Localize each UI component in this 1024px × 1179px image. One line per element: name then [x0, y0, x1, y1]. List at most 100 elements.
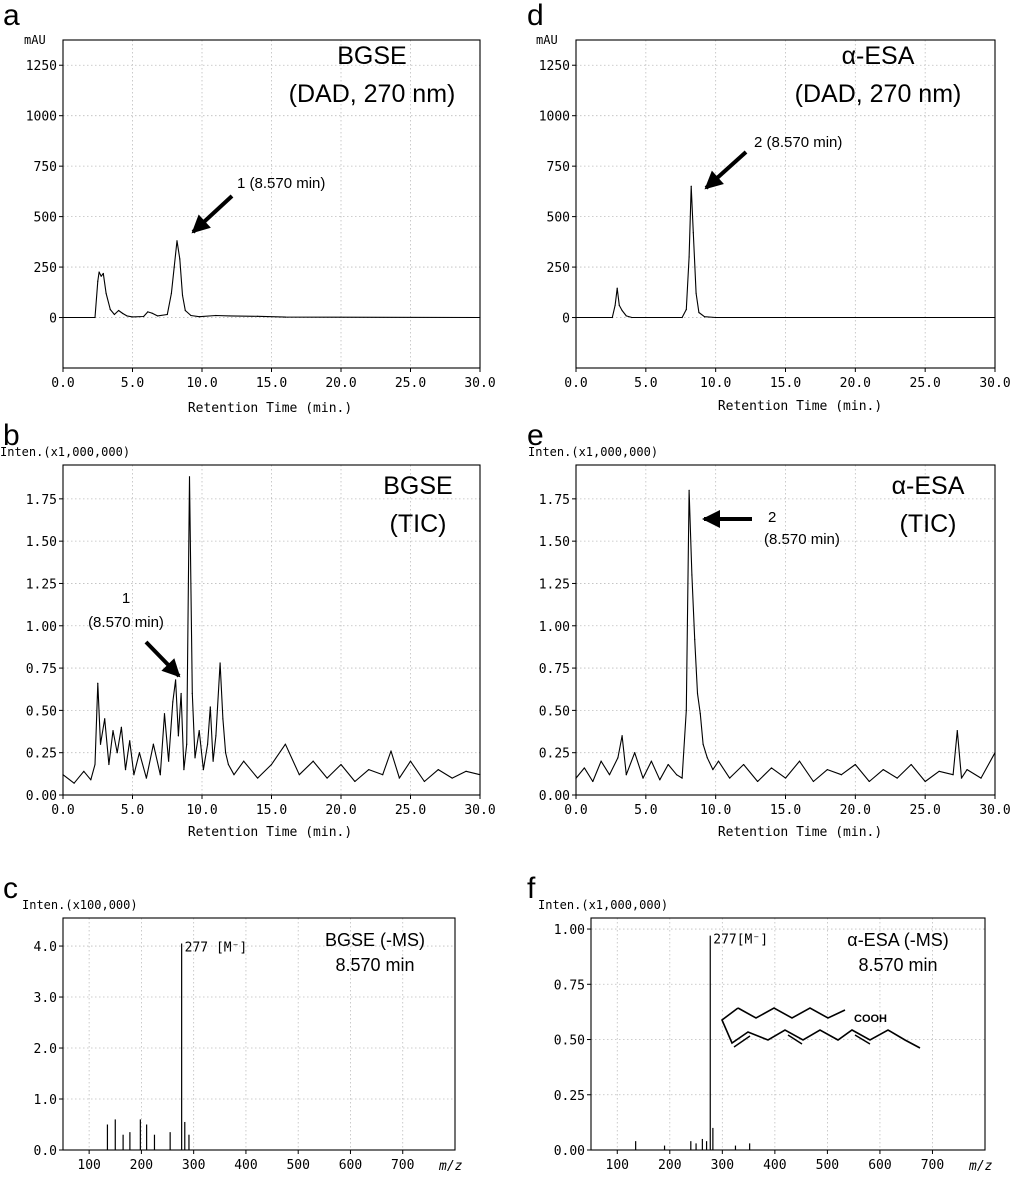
x-tick-label: 15.0	[256, 803, 287, 818]
data-point	[696, 692, 699, 695]
data-point	[109, 308, 111, 311]
chart-title-line: (DAD, 270 nm)	[289, 80, 456, 108]
data-point	[122, 312, 124, 315]
data-point	[938, 770, 940, 772]
plot-frame	[590, 917, 986, 1151]
data-point	[694, 638, 696, 640]
data-point	[143, 315, 145, 318]
data-point	[270, 763, 273, 766]
y-tick-label: 2.0	[34, 1042, 57, 1057]
data-point	[206, 743, 209, 745]
data-point	[600, 760, 602, 762]
data-point	[390, 750, 392, 752]
x-tick-label: 400	[763, 1158, 786, 1173]
x-tick-label: 0.0	[51, 803, 74, 818]
peak-annotation: 1 (8.570 min)	[237, 175, 325, 192]
molecule-double-bond	[787, 1034, 803, 1045]
x-tick-label: 30.0	[464, 376, 495, 391]
data-point	[120, 726, 122, 728]
x-tick-label: 25.0	[395, 376, 426, 391]
data-point	[398, 777, 400, 779]
data-point	[784, 777, 787, 779]
molecule-double-bond	[733, 1035, 751, 1048]
y-tick-label: 1.00	[554, 923, 585, 938]
data-point	[133, 774, 135, 776]
chart-title-line: BGSE	[383, 472, 452, 500]
y-tick-label: 1000	[26, 110, 57, 125]
y-tick-label: 0.25	[26, 747, 57, 762]
chart-title-line: BGSE (-MS)	[325, 930, 425, 950]
data-point	[688, 256, 690, 258]
data-point	[368, 769, 370, 771]
data-point	[215, 735, 217, 737]
data-point	[113, 313, 116, 316]
y-tick-label: 500	[547, 211, 570, 226]
x-tick-label: 400	[234, 1158, 257, 1173]
peak-annotation: (8.570 min)	[764, 531, 840, 548]
y-tick-label: 3.0	[34, 991, 57, 1006]
chart-title-line: (TIC)	[390, 510, 447, 538]
x-tick-label: 25.0	[910, 376, 941, 391]
y-tick-label: 1.75	[26, 493, 57, 508]
chart-title-line: (TIC)	[900, 510, 957, 538]
data-point	[116, 752, 118, 754]
y-tick-label: 1250	[26, 59, 57, 74]
y-axis-label: Inten.(x100,000)	[22, 898, 138, 912]
x-tick-label: 25.0	[910, 803, 941, 818]
data-point	[956, 730, 958, 732]
y-tick-label: 1.25	[26, 577, 57, 592]
x-tick-label: 15.0	[770, 376, 801, 391]
y-axis-label: mAU	[536, 33, 558, 47]
data-point	[173, 266, 175, 268]
data-point	[227, 763, 230, 766]
peak-annotation: 2	[768, 509, 776, 526]
data-point	[145, 777, 147, 779]
y-tick-label: 500	[34, 211, 57, 226]
data-point	[616, 287, 618, 289]
peak-annotation: (8.570 min)	[88, 614, 164, 631]
chart-title-line: 8.570 min	[335, 955, 414, 975]
y-tick-label: 0.50	[26, 704, 57, 719]
chart-title-line: 8.570 min	[858, 955, 937, 975]
data-point	[243, 760, 245, 762]
data-point	[659, 779, 661, 781]
data-point	[108, 763, 110, 766]
y-tick-label: 0.50	[554, 1034, 585, 1049]
data-point	[618, 304, 620, 307]
panel-c-ms-bgse: c Inten.(x100,000) 100 200 300 400 500 600 700 0.…	[3, 872, 463, 1174]
data-point	[156, 315, 159, 317]
data-point	[650, 760, 653, 762]
molecule-label: COOH	[854, 1013, 887, 1025]
data-point	[129, 740, 131, 742]
data-point	[174, 679, 177, 681]
data-point	[685, 308, 687, 311]
chart-title-line: α-ESA (-MS)	[847, 930, 948, 950]
x-tick-label: 20.0	[840, 376, 871, 391]
data-point	[980, 777, 982, 779]
data-point	[437, 769, 439, 771]
data-point	[151, 312, 153, 314]
data-point	[90, 779, 92, 781]
data-point	[233, 774, 235, 776]
y-tick-label: 0.00	[539, 789, 570, 804]
y-tick-label: 1250	[539, 59, 570, 74]
y-tick-label: 750	[547, 160, 570, 175]
x-tick-label: 5.0	[634, 803, 657, 818]
arrow-head	[161, 658, 181, 678]
data-point	[194, 757, 196, 759]
data-point	[99, 743, 102, 745]
data-point	[176, 240, 178, 242]
x-tick-label: 30.0	[464, 803, 495, 818]
data-point	[770, 767, 773, 769]
y-axis-label: Inten.(x1,000,000)	[538, 898, 668, 912]
data-point	[168, 760, 170, 762]
y-tick-label: 1.25	[539, 577, 570, 592]
peak-label: 277[M⁻]	[713, 933, 768, 948]
data-point	[159, 774, 161, 776]
data-point	[840, 774, 842, 776]
data-point	[181, 294, 184, 296]
y-tick-label: 0	[49, 312, 57, 327]
data-point	[667, 763, 669, 766]
